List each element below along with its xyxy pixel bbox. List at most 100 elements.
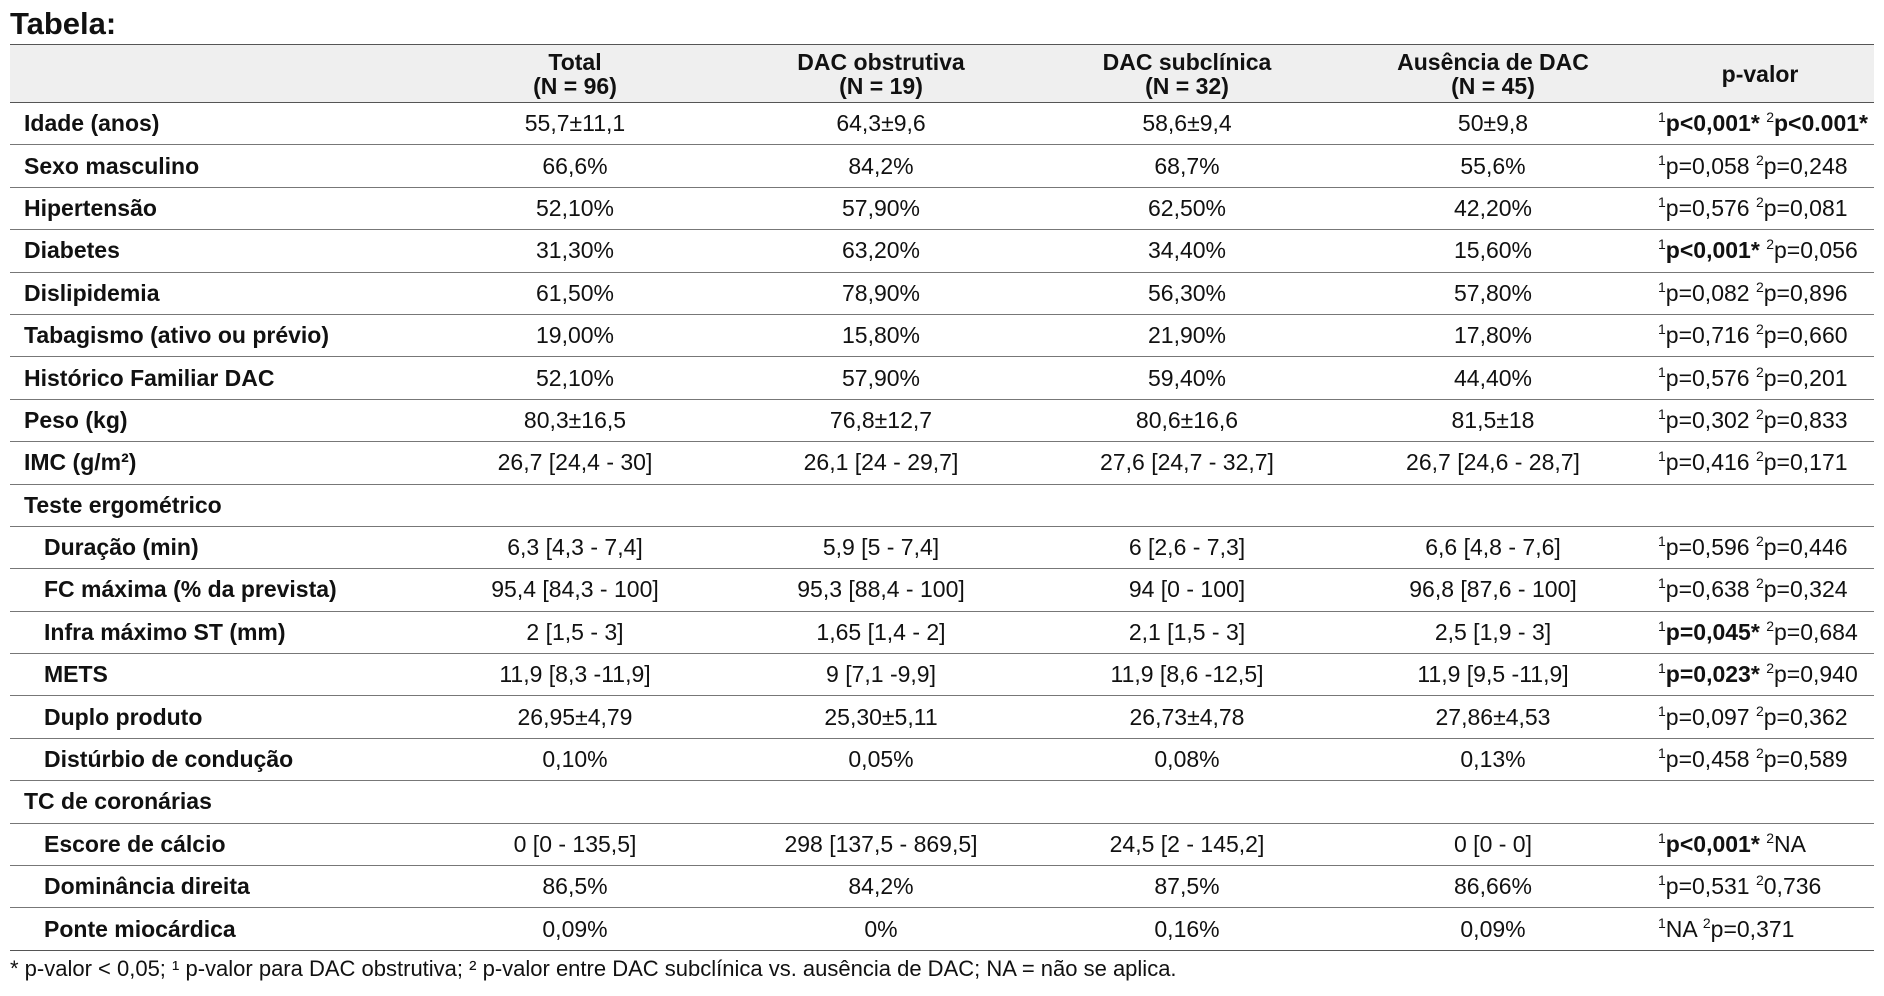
value-cell: 81,5±18 bbox=[1340, 399, 1646, 443]
value-cell: 26,7 [24,6 - 28,7] bbox=[1340, 441, 1646, 485]
superscript-1: 1 bbox=[1658, 151, 1666, 168]
value-cell: 0,16% bbox=[1034, 907, 1340, 951]
p-value-cell: 1p=0,638 2p=0,324 bbox=[1646, 568, 1874, 612]
superscript-1: 1 bbox=[1658, 660, 1666, 677]
row-label: METS bbox=[10, 653, 422, 697]
superscript-1: 1 bbox=[1658, 702, 1666, 719]
value-cell: 96,8 [87,6 - 100] bbox=[1340, 568, 1646, 612]
value-cell: 57,90% bbox=[728, 187, 1034, 231]
table-row: Histórico Familiar DAC 52,10% 57,90% 59,40%… bbox=[10, 356, 1874, 400]
p-value-2: p=0,081 bbox=[1763, 194, 1848, 221]
p-value-cell: 1p=0,716 2p=0,660 bbox=[1646, 314, 1874, 358]
value-cell bbox=[728, 780, 1034, 824]
table-body: Idade (anos) 55,7±11,1 64,3±9,6 58,6±9,4 50±… bbox=[10, 102, 1874, 951]
table-title: Tabela: bbox=[10, 6, 117, 41]
row-label: Histórico Familiar DAC bbox=[10, 356, 422, 400]
p-value-1: p=0,045* bbox=[1665, 618, 1760, 645]
p-value-2: p=0,589 bbox=[1763, 746, 1848, 773]
table-row: Idade (anos) 55,7±11,1 64,3±9,6 58,6±9,4 50±… bbox=[10, 102, 1874, 146]
p-value-2: p=0,056 bbox=[1773, 237, 1858, 264]
value-cell: 6,3 [4,3 - 7,4] bbox=[422, 526, 728, 570]
value-cell: 2,5 [1,9 - 3] bbox=[1340, 611, 1646, 655]
row-label: IMC (g/m²) bbox=[10, 441, 422, 485]
p-value-cell bbox=[1646, 780, 1874, 824]
table-row: Duração (min) 6,3 [4,3 - 7,4] 5,9 [5 - 7,4… bbox=[10, 526, 1874, 570]
value-cell bbox=[728, 484, 1034, 527]
p-value-cell: 1p<0,001* 2p=0,056 bbox=[1646, 229, 1874, 273]
value-cell: 27,86±4,53 bbox=[1340, 695, 1646, 739]
p-value-1: p=0,023* bbox=[1665, 661, 1760, 688]
p-value-cell bbox=[1646, 484, 1874, 527]
row-label: Dislipidemia bbox=[10, 272, 422, 315]
value-cell: 63,20% bbox=[728, 229, 1034, 273]
value-cell: 15,60% bbox=[1340, 229, 1646, 273]
p-value-2: p<0.001* bbox=[1773, 110, 1868, 137]
p-value-1: p=0,082 bbox=[1665, 279, 1750, 306]
row-label: Idade (anos) bbox=[10, 102, 422, 146]
value-cell: 5,9 [5 - 7,4] bbox=[728, 526, 1034, 570]
value-cell: 0 [0 - 135,5] bbox=[422, 823, 728, 867]
value-cell: 17,80% bbox=[1340, 314, 1646, 358]
value-cell: 26,73±4,78 bbox=[1034, 695, 1340, 739]
value-cell: 9 [7,1 -9,9] bbox=[728, 653, 1034, 697]
superscript-1: 1 bbox=[1658, 575, 1666, 592]
row-label: Dominância direita bbox=[10, 865, 422, 909]
superscript-1: 1 bbox=[1658, 109, 1666, 126]
row-label: Duplo produto bbox=[10, 695, 422, 739]
superscript-1: 1 bbox=[1658, 236, 1666, 253]
table-row: Peso (kg) 80,3±16,5 76,8±12,7 80,6±16,6 81,5… bbox=[10, 399, 1874, 443]
value-cell: 27,6 [24,7 - 32,7] bbox=[1034, 441, 1340, 485]
p-value-1: p=0,531 bbox=[1665, 873, 1750, 900]
value-cell: 80,6±16,6 bbox=[1034, 399, 1340, 443]
superscript-2: 2 bbox=[1702, 914, 1711, 931]
value-cell: 0,13% bbox=[1340, 738, 1646, 782]
p-value-1: p=0,576 bbox=[1665, 364, 1750, 391]
superscript-2: 2 bbox=[1766, 660, 1774, 677]
section-label: TC de coronárias bbox=[10, 780, 422, 824]
value-cell: 2,1 [1,5 - 3] bbox=[1034, 611, 1340, 655]
header-row: Total (N = 96) DAC obstrutiva (N = 19) DAC… bbox=[10, 44, 1874, 103]
value-cell: 298 [137,5 - 869,5] bbox=[728, 823, 1034, 867]
superscript-2: 2 bbox=[1755, 405, 1764, 422]
value-cell: 21,90% bbox=[1034, 314, 1340, 358]
value-cell bbox=[422, 780, 728, 824]
p-value-1: p=0,302 bbox=[1665, 406, 1750, 433]
table-row: Ponte miocárdica 0,09% 0% 0,16% 0,09% 1NA 2p=… bbox=[10, 907, 1874, 951]
p-value-cell: 1p=0,058 2p=0,248 bbox=[1646, 144, 1874, 188]
value-cell: 11,9 [9,5 -11,9] bbox=[1340, 653, 1646, 697]
value-cell: 0% bbox=[728, 907, 1034, 951]
p-value-cell: 1p=0,596 2p=0,446 bbox=[1646, 526, 1874, 570]
superscript-2: 2 bbox=[1755, 533, 1764, 550]
superscript-1: 1 bbox=[1658, 448, 1666, 465]
p-value-cell: 1p=0,458 2p=0,589 bbox=[1646, 738, 1874, 782]
value-cell: 64,3±9,6 bbox=[728, 102, 1034, 146]
value-cell bbox=[1340, 780, 1646, 824]
value-cell: 25,30±5,11 bbox=[728, 695, 1034, 739]
table-row: Distúrbio de condução 0,10% 0,05% 0,08% 0,13… bbox=[10, 738, 1874, 782]
value-cell: 57,90% bbox=[728, 356, 1034, 400]
p-value-cell: 1p=0,531 20,736 bbox=[1646, 865, 1874, 909]
value-cell: 34,40% bbox=[1034, 229, 1340, 273]
table-row: Dominância direita 86,5% 84,2% 87,5% 86,66% 1… bbox=[10, 865, 1874, 909]
value-cell: 6,6 [4,8 - 7,6] bbox=[1340, 526, 1646, 570]
p-value-1: p=0,058 bbox=[1665, 152, 1750, 179]
p-value-cell: 1p=0,082 2p=0,896 bbox=[1646, 272, 1874, 315]
value-cell: 0,08% bbox=[1034, 738, 1340, 782]
value-cell bbox=[1034, 780, 1340, 824]
value-cell: 95,4 [84,3 - 100] bbox=[422, 568, 728, 612]
data-table: Total (N = 96) DAC obstrutiva (N = 19) DAC… bbox=[10, 44, 1874, 951]
section-row: TC de coronárias bbox=[10, 780, 1874, 824]
value-cell: 31,30% bbox=[422, 229, 728, 273]
p-value-1: p=0,416 bbox=[1665, 449, 1750, 476]
value-cell: 0,09% bbox=[422, 907, 728, 951]
row-label: Duração (min) bbox=[10, 526, 422, 570]
value-cell: 26,7 [24,4 - 30] bbox=[422, 441, 728, 485]
value-cell bbox=[422, 484, 728, 527]
p-value-2: p=0,362 bbox=[1763, 703, 1848, 730]
row-label: Distúrbio de condução bbox=[10, 738, 422, 782]
superscript-1: 1 bbox=[1658, 193, 1666, 210]
row-label: Diabetes bbox=[10, 229, 422, 273]
superscript-1: 1 bbox=[1658, 533, 1666, 550]
table-row: FC máxima (% da prevista) 95,4 [84,3 - 10… bbox=[10, 568, 1874, 612]
